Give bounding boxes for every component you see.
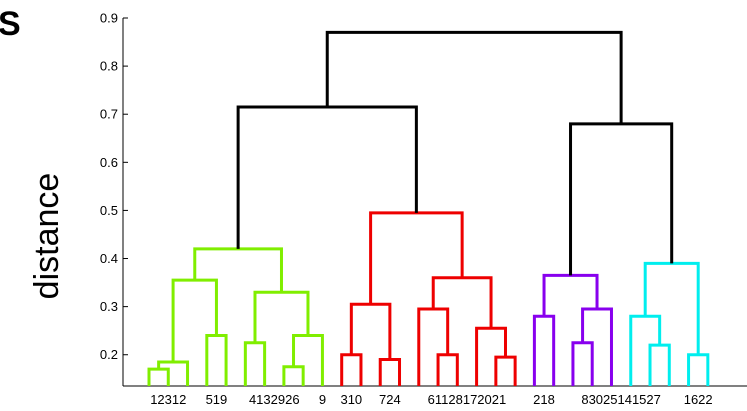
leaf-label: 519	[206, 392, 228, 407]
dendrogram-link	[494, 355, 517, 386]
leaf-label: 83025141527	[581, 392, 661, 407]
dendrogram-link	[571, 341, 594, 386]
dendrogram-link	[475, 326, 507, 386]
leaf-label: 310	[340, 392, 362, 407]
y-ticks: 0.2 0.3 0.4 0.5 0.6 0.7 0.8 0.9	[100, 11, 128, 362]
dendrogram-link	[292, 333, 324, 386]
leaf-label: 61128172021	[428, 392, 507, 407]
y-tick-label: 0.3	[100, 299, 118, 314]
y-axis-label: distance	[28, 173, 66, 300]
dendrogram-link	[349, 302, 392, 360]
leaf-label: 1622	[684, 392, 713, 407]
dendrogram-link	[157, 360, 190, 386]
dendrogram-link	[243, 341, 267, 386]
y-tick-label: 0.2	[100, 347, 118, 362]
dendrogram-link	[417, 307, 450, 386]
dendrogram-link	[431, 276, 493, 329]
dendrogram-link	[340, 353, 363, 386]
dendrogram-link	[325, 30, 623, 124]
corner-label: S	[0, 5, 21, 43]
leaf-labels: 12312 519 4132926 9 310 724 61128172021 218 8302…	[150, 392, 712, 407]
dendrogram-link	[205, 333, 228, 386]
leaf-label: 218	[533, 392, 555, 407]
dendrogram-link	[378, 358, 402, 386]
leaf-label: 12312	[150, 392, 186, 407]
dendrogram-link	[569, 122, 674, 276]
dendrogram-link	[282, 365, 305, 386]
dendrogram-link	[236, 105, 418, 249]
dendrogram-link	[436, 353, 459, 386]
dendrogram-link	[629, 314, 662, 386]
leaf-label: 724	[379, 392, 401, 407]
leaf-label: 4132926	[249, 392, 300, 407]
dendrogram-link	[171, 278, 218, 362]
y-tick-label: 0.9	[100, 11, 118, 26]
y-tick-label: 0.4	[100, 251, 118, 266]
y-tick-label: 0.7	[100, 107, 118, 122]
dendrogram-link	[581, 307, 613, 386]
y-tick-label: 0.8	[100, 59, 118, 74]
dendrogram-link	[369, 211, 464, 305]
dendrogram-link	[532, 314, 556, 386]
leaf-label: 9	[319, 392, 326, 407]
dendrogram-link	[643, 261, 700, 355]
dendrogram-link	[193, 247, 283, 293]
dendrogram-link	[147, 367, 170, 386]
dendrogram-link	[648, 343, 671, 386]
dendrogram-links	[147, 30, 710, 386]
dendrogram-link	[687, 353, 710, 386]
y-tick-label: 0.5	[100, 203, 118, 218]
y-tick-label: 0.6	[100, 155, 118, 170]
